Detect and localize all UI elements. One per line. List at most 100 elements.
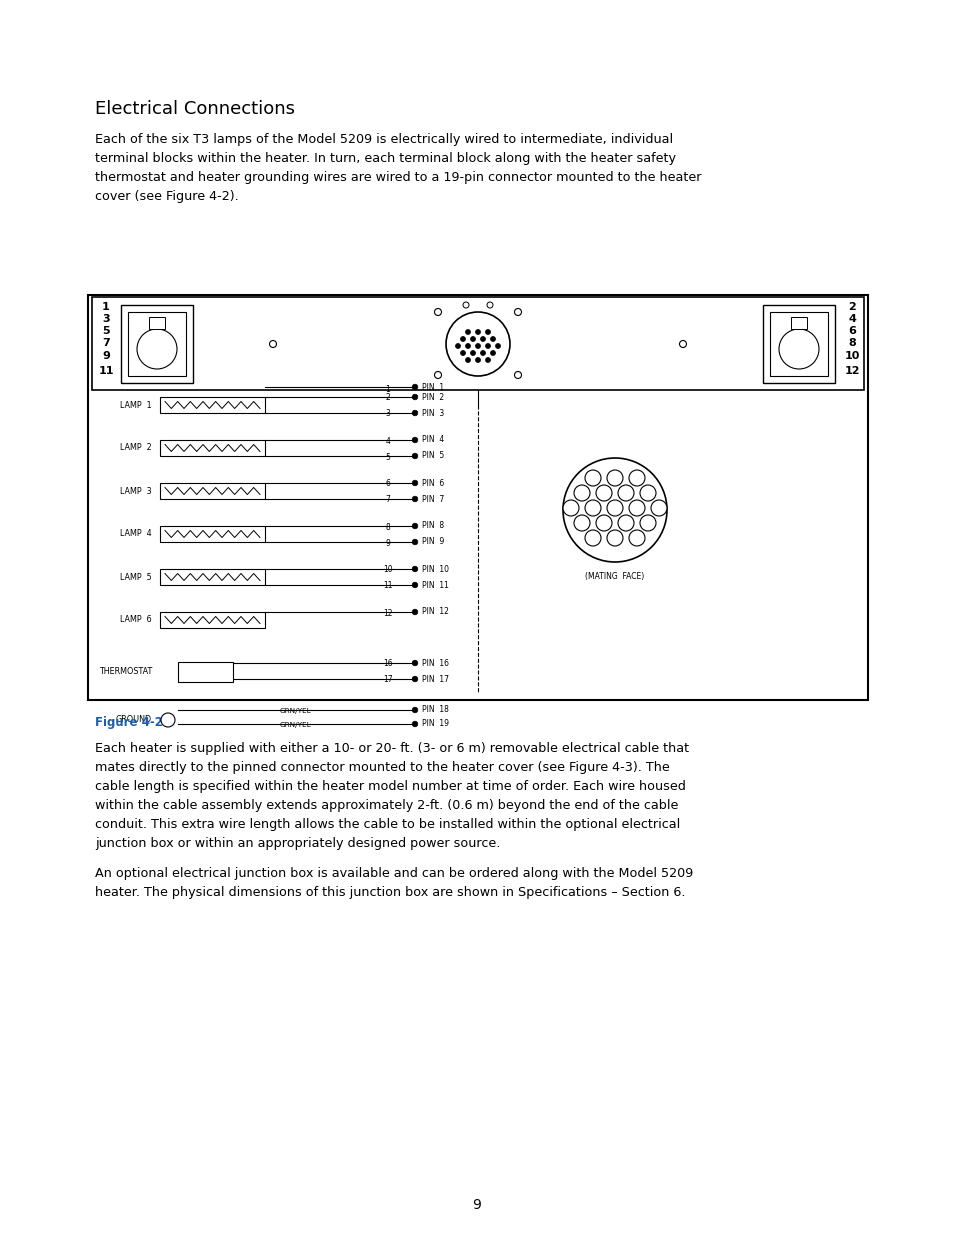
Text: LAMP  3: LAMP 3 <box>120 487 152 495</box>
Text: 9: 9 <box>102 351 110 361</box>
Text: 9: 9 <box>385 538 390 547</box>
Bar <box>160 526 265 542</box>
Text: 8: 8 <box>847 338 855 348</box>
Text: 18: 18 <box>610 540 618 546</box>
Text: 9: 9 <box>590 510 595 515</box>
Circle shape <box>412 566 417 572</box>
Text: 2: 2 <box>847 303 855 312</box>
Circle shape <box>574 485 589 501</box>
Text: PIN  10: PIN 10 <box>421 564 449 573</box>
Circle shape <box>412 437 417 443</box>
Bar <box>160 483 265 499</box>
Circle shape <box>434 309 441 315</box>
Circle shape <box>412 677 417 682</box>
Text: LAMP  6: LAMP 6 <box>120 615 152 625</box>
Circle shape <box>779 329 818 369</box>
Circle shape <box>465 330 470 335</box>
Text: 2: 2 <box>612 479 617 485</box>
Bar <box>128 312 186 375</box>
Bar <box>160 440 265 456</box>
Bar <box>160 613 265 629</box>
Text: 8: 8 <box>385 522 390 531</box>
Text: 7: 7 <box>645 494 649 500</box>
Text: 5: 5 <box>385 452 390 462</box>
Circle shape <box>412 524 417 529</box>
Text: PIN  8: PIN 8 <box>421 521 444 531</box>
Circle shape <box>606 500 622 516</box>
Circle shape <box>584 500 600 516</box>
Circle shape <box>460 351 465 356</box>
Circle shape <box>470 336 475 342</box>
Circle shape <box>475 343 480 348</box>
Circle shape <box>455 343 460 348</box>
Bar <box>160 569 265 585</box>
Circle shape <box>606 530 622 546</box>
Text: 4: 4 <box>847 314 855 324</box>
Text: 15: 15 <box>621 525 630 531</box>
Text: 7: 7 <box>102 338 110 348</box>
Bar <box>149 317 165 329</box>
Text: 12: 12 <box>383 609 393 618</box>
Circle shape <box>412 394 417 400</box>
Text: LAMP  4: LAMP 4 <box>120 530 152 538</box>
Circle shape <box>480 336 485 342</box>
Bar <box>790 317 806 329</box>
Bar <box>769 312 827 375</box>
Text: (MATING  FACE): (MATING FACE) <box>585 572 644 580</box>
Text: PIN  1: PIN 1 <box>421 383 444 391</box>
Text: 1: 1 <box>102 303 110 312</box>
Text: LAMP  2: LAMP 2 <box>120 443 152 452</box>
Text: 16: 16 <box>643 525 652 531</box>
Text: PIN  17: PIN 17 <box>421 674 449 683</box>
Text: 3: 3 <box>102 314 110 324</box>
Text: 3: 3 <box>635 479 639 485</box>
Circle shape <box>412 661 417 666</box>
Text: 12: 12 <box>654 510 662 515</box>
Circle shape <box>412 496 417 501</box>
Text: PIN  2: PIN 2 <box>421 393 444 401</box>
Text: PIN  7: PIN 7 <box>421 494 444 504</box>
Text: ∅: ∅ <box>164 719 172 729</box>
Text: 17: 17 <box>383 676 393 684</box>
Circle shape <box>412 609 417 615</box>
Circle shape <box>562 500 578 516</box>
Circle shape <box>412 540 417 545</box>
Bar <box>88 295 867 700</box>
Circle shape <box>628 530 644 546</box>
Text: PIN  3: PIN 3 <box>421 409 444 417</box>
Circle shape <box>161 713 174 727</box>
Circle shape <box>412 410 417 416</box>
Text: 4: 4 <box>385 436 390 446</box>
Text: An optional electrical junction box is available and can be ordered along with t: An optional electrical junction box is a… <box>95 867 693 899</box>
Text: GRN/YEL: GRN/YEL <box>279 708 311 714</box>
Text: ~_: ~_ <box>198 667 212 677</box>
Circle shape <box>596 515 612 531</box>
Circle shape <box>596 485 612 501</box>
Circle shape <box>434 372 441 378</box>
Circle shape <box>490 336 495 342</box>
Text: 6: 6 <box>385 479 390 489</box>
Text: PIN  18: PIN 18 <box>421 705 449 715</box>
Text: GRN/YEL: GRN/YEL <box>279 722 311 727</box>
Text: 16: 16 <box>383 659 393 668</box>
Text: 17: 17 <box>588 540 597 546</box>
Text: 6: 6 <box>623 494 627 500</box>
Text: PIN  6: PIN 6 <box>421 478 444 488</box>
Circle shape <box>412 582 417 588</box>
Bar <box>91 296 863 390</box>
Text: 10: 10 <box>383 566 393 574</box>
Text: 1: 1 <box>590 479 595 485</box>
Text: PIN  16: PIN 16 <box>421 658 449 667</box>
Circle shape <box>475 330 480 335</box>
Circle shape <box>485 330 490 335</box>
Circle shape <box>628 500 644 516</box>
Circle shape <box>269 341 276 347</box>
Circle shape <box>412 384 417 390</box>
Circle shape <box>460 336 465 342</box>
Circle shape <box>485 343 490 348</box>
Text: GROUND: GROUND <box>115 715 152 725</box>
Circle shape <box>137 329 177 369</box>
Circle shape <box>628 471 644 487</box>
Bar <box>121 305 193 383</box>
Text: PIN  5: PIN 5 <box>421 452 444 461</box>
